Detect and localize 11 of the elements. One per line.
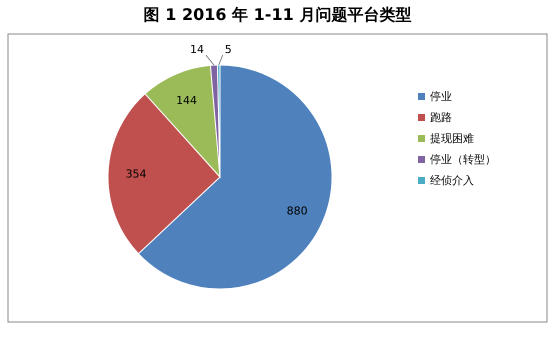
legend-label: 经侦介入 (430, 174, 474, 187)
chart-title: 图 1 2016 年 1-11 月问题平台类型 (144, 5, 412, 24)
legend-label: 跑路 (430, 111, 452, 124)
legend-label: 提现困难 (430, 132, 474, 145)
data-label: 5 (224, 43, 232, 56)
data-label: 14 (190, 43, 204, 56)
legend-label: 停业 (430, 90, 452, 103)
legend-label: 停业（转型） (430, 153, 496, 166)
data-label: 354 (126, 168, 147, 181)
data-label: 880 (286, 204, 308, 218)
data-label: 144 (176, 94, 198, 107)
